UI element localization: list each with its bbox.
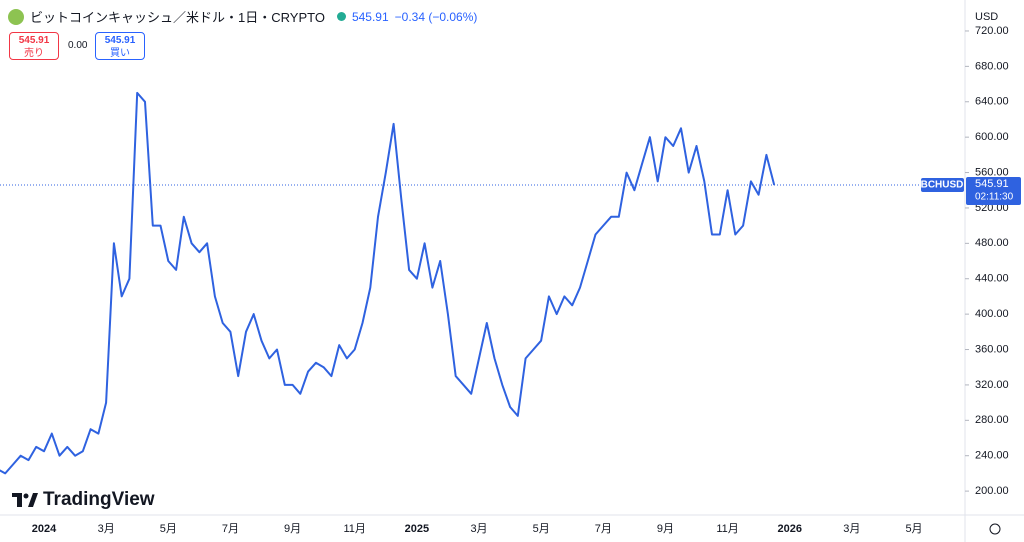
x-tick-label: 9月 — [657, 523, 674, 535]
y-tick-label: 360.00 — [975, 343, 1009, 355]
y-tick-label: 200.00 — [975, 485, 1009, 497]
x-tick-label: 7月 — [222, 523, 239, 535]
buy-label: 買い — [110, 48, 130, 59]
logo-icon — [12, 493, 38, 507]
x-tick-label: 9月 — [284, 523, 301, 535]
symbol[interactable]: ビットコインキャッシュ／米ドル・1日・CRYPTO — [30, 10, 325, 25]
x-tick-label: 5月 — [905, 523, 922, 535]
countdown: 02:11:30 — [975, 192, 1014, 203]
x-tick-label: 11月 — [716, 523, 738, 535]
y-tick-label: 680.00 — [975, 60, 1009, 72]
symbol-tag — [921, 178, 964, 193]
buy-button[interactable]: 545.91 買い — [95, 32, 145, 60]
status-dot — [336, 12, 346, 21]
y-tick-label: 480.00 — [975, 237, 1009, 249]
y-tick-label: 280.00 — [975, 414, 1009, 426]
y-tick-label: 240.00 — [975, 450, 1009, 462]
y-tick-label: 600.00 — [975, 131, 1009, 143]
sell-button[interactable]: 545.91 売り — [9, 32, 59, 60]
x-tick-label: 3月 — [843, 523, 860, 535]
x-tick-label: 2024 — [32, 523, 57, 535]
x-tick-label: 7月 — [595, 523, 612, 535]
buy-price: 545.91 — [104, 35, 136, 46]
y-tick-label: 440.00 — [975, 273, 1009, 285]
symbol-label: BCHUSD — [921, 180, 964, 191]
y-tick-label: 640.00 — [975, 96, 1009, 108]
logo: TradingView — [12, 489, 155, 511]
y-tick-label: 400.00 — [975, 308, 1009, 320]
sell-price: 545.91 — [18, 35, 50, 46]
price-line — [0, 91, 776, 475]
x-tick-label: 2025 — [405, 523, 429, 535]
y-tick-label: 320.00 — [975, 379, 1009, 391]
change: −0.34 (−0.06%) — [394, 9, 478, 24]
legend: ビットコインキャッシュ／米ドル・1日・CRYPTO 545.91 −0.34 (… — [8, 7, 477, 26]
x-tick-label: 3月 — [470, 523, 487, 535]
x-tick-label: 3月 — [98, 523, 115, 535]
price-tag — [966, 177, 1021, 206]
currency[interactable]: USD — [975, 11, 999, 23]
x-tick-label: 5月 — [533, 523, 550, 535]
logo-text: TradingView — [43, 489, 155, 510]
y-tick-label: 560.00 — [975, 166, 1009, 178]
settings-icon — [989, 523, 1001, 535]
x-tick-label: 2026 — [777, 523, 801, 535]
spread: 0.00 — [68, 40, 88, 51]
coin-icon — [8, 8, 24, 25]
sell-label: 売り — [24, 48, 44, 59]
x-tick-label: 5月 — [160, 523, 177, 535]
price-tag-value: 545.91 — [975, 178, 1009, 190]
price: 545.91 — [351, 9, 389, 24]
y-tick-label: 720.00 — [975, 25, 1009, 37]
x-tick-label: 11月 — [344, 523, 366, 535]
